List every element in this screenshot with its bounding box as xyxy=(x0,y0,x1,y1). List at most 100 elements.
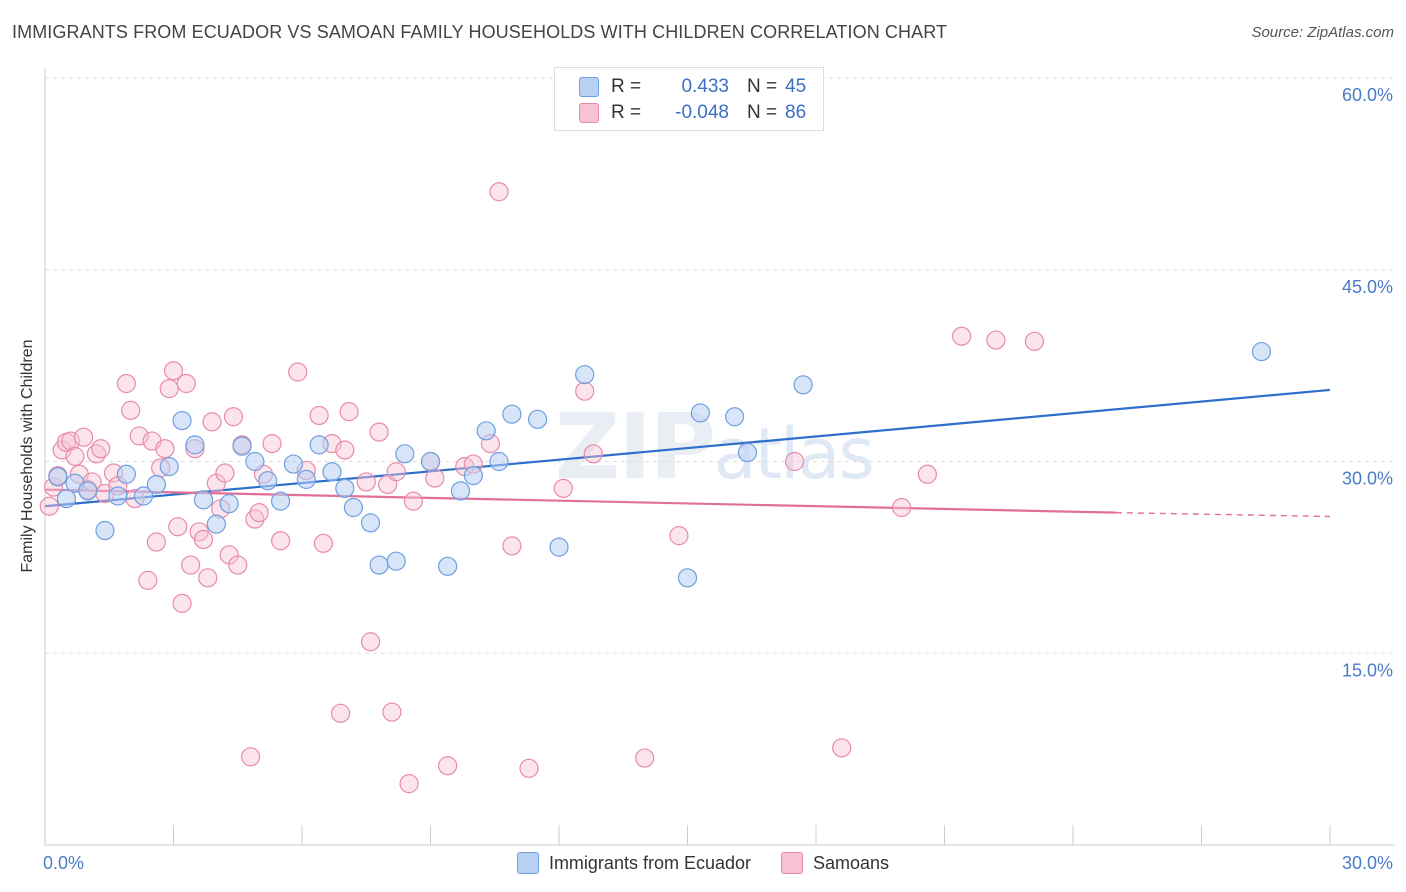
legend-item-samoans: Samoans xyxy=(781,852,889,874)
legend-swatch-samoans xyxy=(781,852,803,874)
samoans-point xyxy=(1024,331,1045,351)
legend-r-label: R = xyxy=(611,76,642,97)
samoans-point xyxy=(129,426,149,446)
samoans-point xyxy=(138,570,158,590)
source-credit: Source: ZipAtlas.com xyxy=(1251,24,1394,41)
samoans-point xyxy=(438,756,458,776)
ecuador-point xyxy=(793,375,813,395)
trend-lines xyxy=(44,388,1331,518)
samoans-point xyxy=(635,748,655,768)
ecuador-point xyxy=(677,568,698,588)
y-tick-label: 30.0% xyxy=(1342,469,1393,489)
legend-swatch-samoans xyxy=(579,103,599,123)
ecuador-point xyxy=(360,513,381,533)
correlation-legend: R = 0.433 N = 45 R = -0.048 N = 86 xyxy=(554,67,824,131)
series-legend: Immigrants from Ecuador Samoans xyxy=(0,852,1406,874)
ecuador-point xyxy=(438,556,458,576)
ecuador-point xyxy=(476,421,496,441)
ecuador-point xyxy=(56,488,77,509)
ecuador-point xyxy=(690,403,710,423)
ecuador-point xyxy=(108,486,128,506)
samoans-point xyxy=(116,373,136,394)
y-axis-label: Family Households with Children xyxy=(19,339,36,573)
legend-r-value: -0.048 xyxy=(675,102,729,123)
legend-row-ecuador: R = 0.433 N = 45 xyxy=(579,75,806,99)
y-tick-label: 15.0% xyxy=(1342,660,1393,680)
ecuador-point xyxy=(206,514,226,534)
samoans-point xyxy=(583,444,603,464)
samoans-point xyxy=(249,503,269,523)
samoans-point xyxy=(193,529,214,550)
ecuador-points xyxy=(48,341,1272,588)
samoans-trend-extension xyxy=(1115,511,1331,518)
samoans-point xyxy=(215,463,235,483)
samoans-point xyxy=(228,555,248,575)
ecuador-point xyxy=(369,555,389,575)
legend-label-ecuador: Immigrants from Ecuador xyxy=(548,852,751,873)
ecuador-point xyxy=(133,486,154,506)
samoans-point xyxy=(553,478,573,498)
y-tick-label: 60.0% xyxy=(1342,85,1393,105)
legend-n-label: N = xyxy=(747,102,778,123)
ecuador-point xyxy=(193,490,214,510)
ecuador-point xyxy=(335,478,355,498)
samoans-point xyxy=(61,431,81,451)
samoans-point xyxy=(339,402,359,422)
ecuador-point xyxy=(185,435,205,455)
samoans-point xyxy=(335,440,355,460)
samoans-point xyxy=(399,774,419,794)
ecuador-point xyxy=(386,551,406,571)
samoans-point xyxy=(39,496,59,516)
samoans-point xyxy=(73,427,94,447)
samoans-point xyxy=(181,555,201,575)
samoans-point xyxy=(575,381,595,401)
watermark: ZIPatlas xyxy=(555,395,875,500)
legend-swatch-ecuador xyxy=(516,852,539,874)
ecuador-point xyxy=(725,407,745,427)
samoans-point xyxy=(489,182,509,202)
ecuador-point xyxy=(343,497,363,518)
ecuador-point xyxy=(1251,341,1272,362)
tick-labels: 15.0% 30.0% 45.0% 60.0% 0.0% 30.0% xyxy=(43,85,1393,873)
x-tick-label: 0.0% xyxy=(43,853,84,873)
ecuador-point xyxy=(270,491,291,511)
samoans-point xyxy=(892,497,912,518)
axes xyxy=(44,68,1395,846)
x-tick-label: 30.0% xyxy=(1342,853,1393,873)
ecuador-trend-line xyxy=(44,388,1331,508)
ecuador-point xyxy=(549,537,569,557)
ecuador-point xyxy=(283,454,304,474)
samoans-point xyxy=(356,472,376,492)
ecuador-point xyxy=(95,520,115,541)
legend-row-samoans: R = -0.048 N = 86 xyxy=(579,101,806,125)
ecuador-point xyxy=(322,462,342,482)
ecuador-point xyxy=(489,451,509,472)
samoans-point xyxy=(369,422,389,442)
legend-n-value: 86 xyxy=(785,102,807,123)
ecuador-point xyxy=(575,364,595,385)
ecuador-point xyxy=(48,467,68,487)
ecuador-point xyxy=(159,457,179,477)
legend-r-value: 0.433 xyxy=(681,76,729,97)
samoans-point xyxy=(360,632,381,652)
samoans-point xyxy=(198,568,218,588)
ecuador-point xyxy=(737,442,758,463)
samoans-point xyxy=(163,361,184,381)
ecuador-point xyxy=(420,451,441,472)
samoans-point xyxy=(386,462,406,482)
ecuador-point xyxy=(395,444,415,464)
ecuador-point xyxy=(296,469,316,489)
samoans-point xyxy=(176,373,196,394)
ecuador-point xyxy=(463,465,483,486)
samoans-point xyxy=(262,434,282,454)
legend-label-samoans: Samoans xyxy=(813,852,890,873)
samoans-point xyxy=(403,491,423,511)
ecuador-point xyxy=(258,471,278,491)
chart-title: IMMIGRANTS FROM ECUADOR VS SAMOAN FAMILY… xyxy=(12,22,948,42)
ecuador-point xyxy=(502,404,522,424)
samoans-point xyxy=(270,531,291,551)
ecuador-point xyxy=(450,481,471,501)
ecuador-point xyxy=(78,481,98,501)
samoans-point xyxy=(519,758,539,778)
